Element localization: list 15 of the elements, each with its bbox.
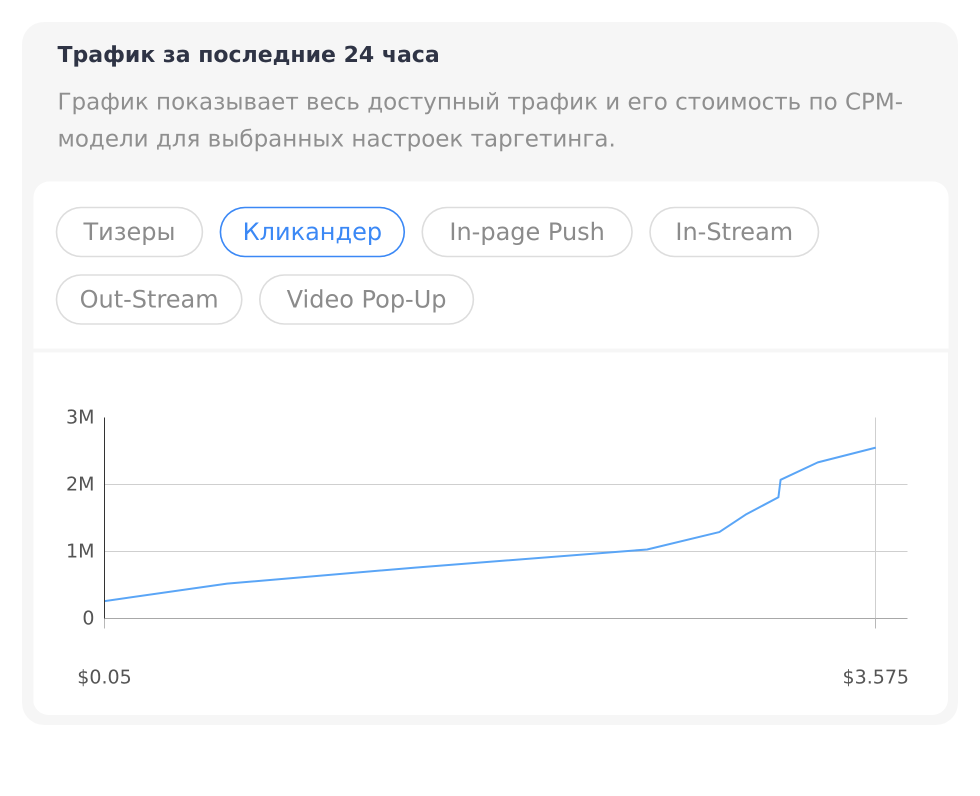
y-tick-label: 1M bbox=[66, 540, 95, 562]
category-label: Кликандер bbox=[242, 218, 382, 246]
line-series bbox=[104, 446, 877, 602]
y-tick-label: 3M bbox=[66, 406, 95, 428]
category-label: Out-Stream bbox=[80, 286, 219, 314]
category-label: In-Stream bbox=[675, 218, 794, 246]
x-tick-label: $3.575 bbox=[842, 666, 910, 688]
y-tick-label: 2M bbox=[66, 474, 95, 496]
category-label: Video Pop-Up bbox=[286, 286, 447, 314]
category-label: Тизеры bbox=[82, 218, 176, 246]
x-tick-label: $0.05 bbox=[77, 666, 132, 688]
text: График показывает весь доступный трафик и его стоимость по CPM-модели для выбранных настроек таргетинга. bbox=[58, 90, 904, 152]
y-tick-label: 0 bbox=[82, 608, 95, 630]
text: Трафик за последние 24 часа bbox=[58, 43, 440, 68]
category-label: In-page Push bbox=[449, 218, 605, 246]
